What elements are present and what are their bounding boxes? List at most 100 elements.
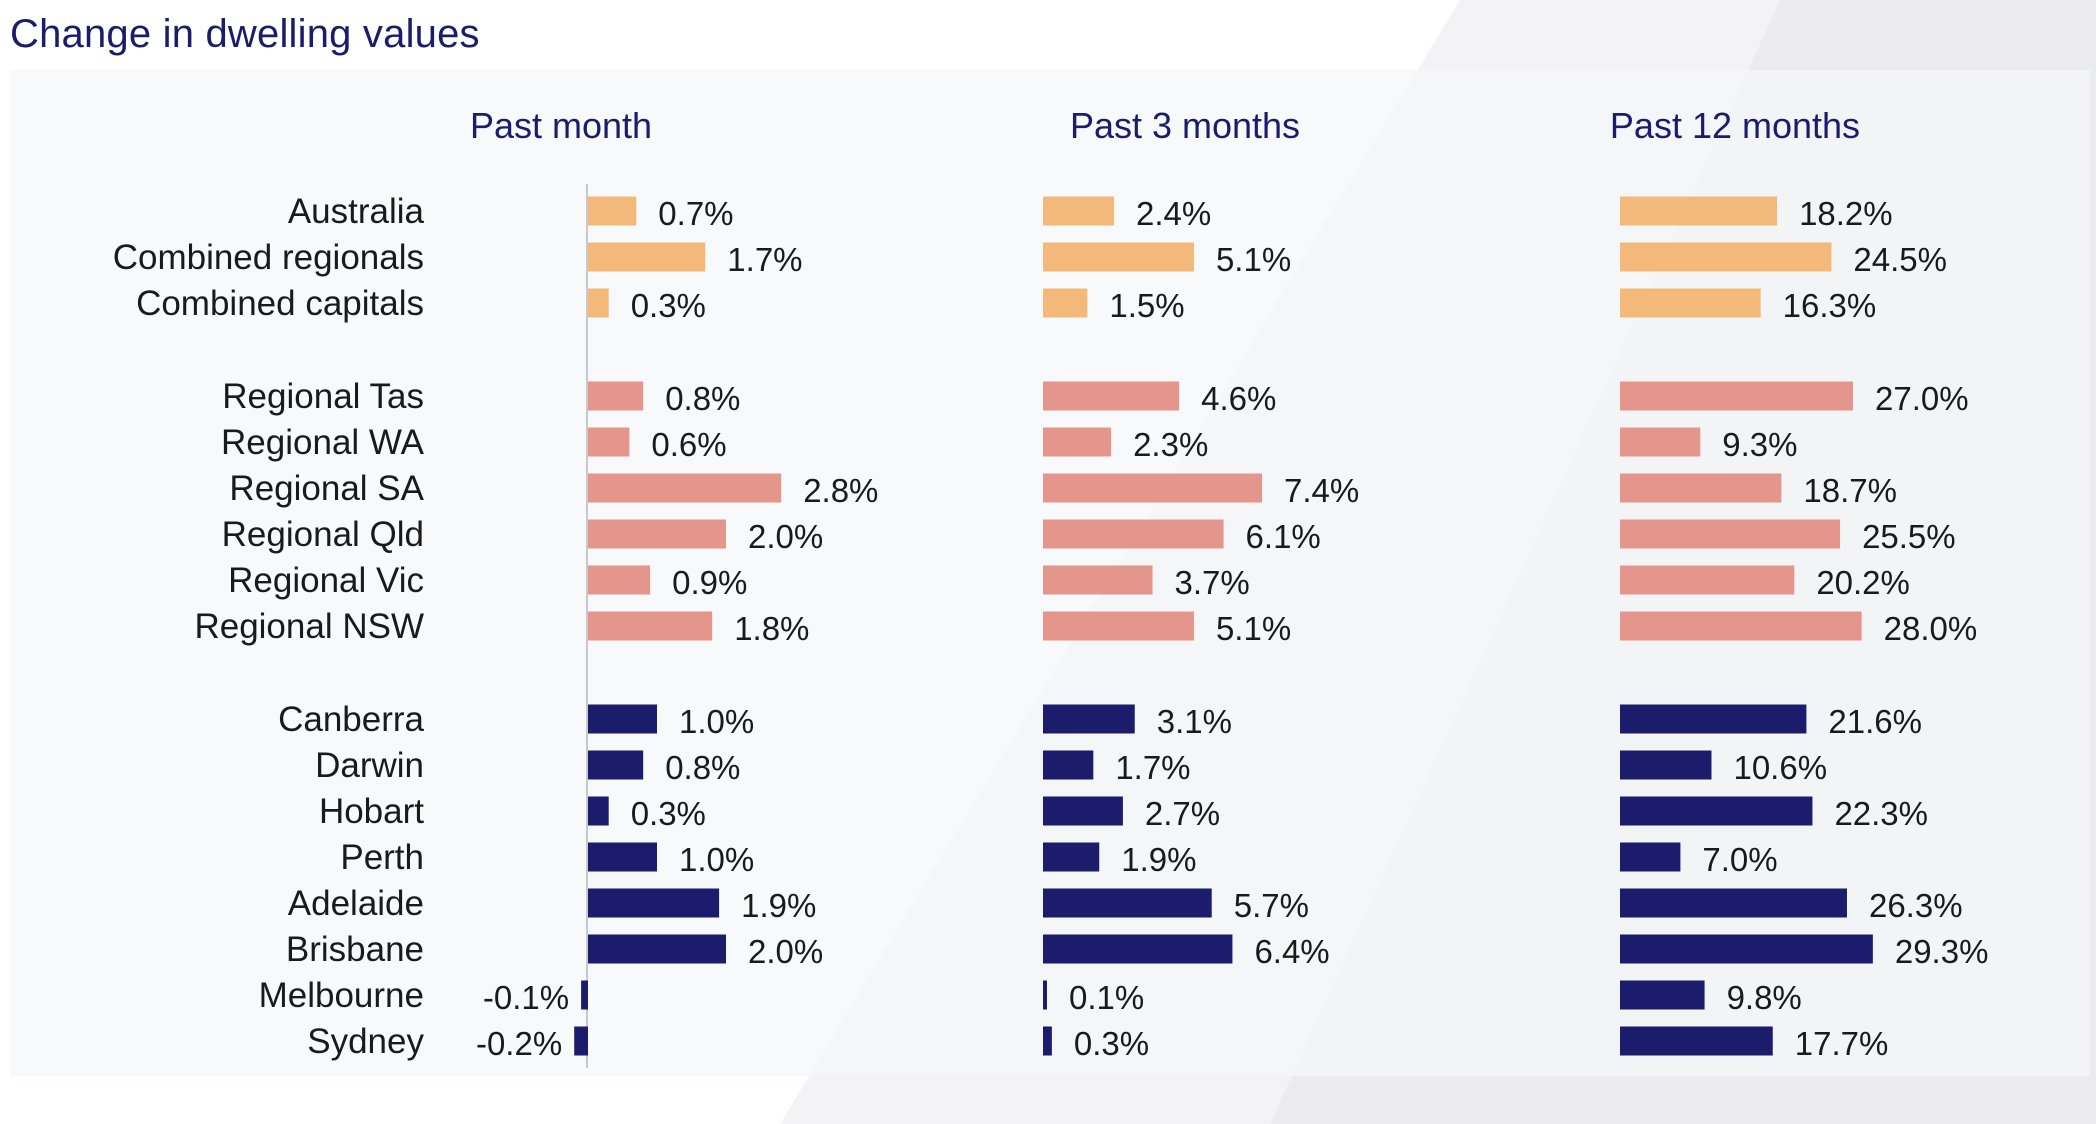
page-title: Change in dwelling values [10, 12, 480, 56]
bar-past-month-melbourne [581, 980, 588, 1010]
bar-past-month-perth [588, 842, 657, 872]
value-label-past-3-months-regional-tas: 4.6% [1201, 380, 1276, 417]
bar-past-month-adelaide [588, 888, 720, 918]
category-label-regional-wa: Regional WA [221, 423, 425, 462]
value-label-past-3-months-regional-wa: 2.3% [1133, 426, 1208, 463]
bar-past-3-months-regional-vic [1043, 565, 1153, 595]
bar-past-month-combined-capitals [588, 288, 609, 318]
category-label-regional-qld: Regional Qld [222, 515, 424, 554]
value-label-past-12-months-australia: 18.2% [1799, 195, 1893, 232]
value-label-past-3-months-regional-vic: 3.7% [1175, 564, 1250, 601]
value-label-past-12-months-adelaide: 26.3% [1869, 887, 1963, 924]
category-label-combined-capitals: Combined capitals [136, 284, 424, 323]
value-label-past-month-brisbane: 2.0% [748, 933, 823, 970]
bar-past-3-months-darwin [1043, 750, 1094, 780]
bar-past-3-months-melbourne [1043, 980, 1047, 1010]
category-label-adelaide: Adelaide [288, 884, 424, 923]
value-label-past-3-months-regional-nsw: 5.1% [1216, 610, 1291, 647]
bar-past-month-regional-nsw [588, 611, 713, 641]
category-label-regional-vic: Regional Vic [228, 561, 424, 600]
bar-past-12-months-regional-qld [1620, 519, 1841, 549]
value-label-past-12-months-regional-vic: 20.2% [1816, 564, 1910, 601]
value-label-past-month-regional-sa: 2.8% [803, 472, 878, 509]
bar-past-12-months-regional-sa [1620, 473, 1782, 503]
category-label-darwin: Darwin [315, 746, 424, 785]
bar-past-month-darwin [588, 750, 644, 780]
category-label-perth: Perth [340, 838, 424, 877]
bar-past-12-months-darwin [1620, 750, 1712, 780]
value-label-past-3-months-canberra: 3.1% [1157, 703, 1232, 740]
value-label-past-3-months-darwin: 1.7% [1115, 749, 1190, 786]
value-label-past-month-adelaide: 1.9% [741, 887, 816, 924]
value-label-past-3-months-brisbane: 6.4% [1254, 933, 1329, 970]
bar-past-3-months-canberra [1043, 704, 1135, 734]
value-label-past-12-months-canberra: 21.6% [1828, 703, 1922, 740]
value-label-past-month-perth: 1.0% [679, 841, 754, 878]
value-label-past-12-months-regional-tas: 27.0% [1875, 380, 1969, 417]
bar-past-3-months-combined-regionals [1043, 242, 1194, 272]
value-label-past-3-months-combined-regionals: 5.1% [1216, 241, 1291, 278]
value-label-past-12-months-combined-regionals: 24.5% [1853, 241, 1947, 278]
category-label-hobart: Hobart [319, 792, 424, 831]
category-label-melbourne: Melbourne [259, 976, 424, 1015]
value-label-past-12-months-hobart: 22.3% [1834, 795, 1928, 832]
category-label-sydney: Sydney [307, 1022, 424, 1061]
value-label-past-12-months-perth: 7.0% [1702, 841, 1777, 878]
bar-past-12-months-canberra [1620, 704, 1807, 734]
value-label-past-3-months-hobart: 2.7% [1145, 795, 1220, 832]
value-label-past-month-sydney: -0.2% [476, 1025, 562, 1062]
value-label-past-12-months-combined-capitals: 16.3% [1783, 287, 1877, 324]
bar-past-3-months-regional-sa [1043, 473, 1263, 503]
value-label-past-month-combined-regionals: 1.7% [727, 241, 802, 278]
value-label-past-3-months-regional-qld: 6.1% [1246, 518, 1321, 555]
bar-past-month-regional-vic [588, 565, 651, 595]
value-label-past-3-months-regional-sa: 7.4% [1284, 472, 1359, 509]
bar-past-month-regional-qld [588, 519, 726, 549]
value-label-past-3-months-melbourne: 0.1% [1069, 979, 1144, 1016]
bar-past-3-months-sydney [1043, 1026, 1052, 1056]
category-label-australia: Australia [288, 192, 425, 231]
value-label-past-month-regional-vic: 0.9% [672, 564, 747, 601]
value-label-past-month-melbourne: -0.1% [483, 979, 569, 1016]
value-label-past-12-months-regional-qld: 25.5% [1862, 518, 1956, 555]
bar-past-12-months-combined-regionals [1620, 242, 1832, 272]
panel-header-past-month: Past month [470, 105, 652, 146]
bar-past-3-months-regional-tas [1043, 381, 1180, 411]
bar-past-12-months-sydney [1620, 1026, 1773, 1056]
value-label-past-12-months-regional-nsw: 28.0% [1884, 610, 1978, 647]
value-label-past-12-months-melbourne: 9.8% [1727, 979, 1802, 1016]
panel-header-past-12-months: Past 12 months [1610, 105, 1860, 146]
bar-past-12-months-brisbane [1620, 934, 1873, 964]
value-label-past-3-months-combined-capitals: 1.5% [1109, 287, 1184, 324]
bar-past-month-hobart [588, 796, 609, 826]
bar-past-12-months-regional-tas [1620, 381, 1854, 411]
bar-past-3-months-regional-nsw [1043, 611, 1194, 641]
chart-panel: Australia Combined regionals Combined capi… [10, 70, 2090, 1076]
value-label-past-12-months-sydney: 17.7% [1795, 1025, 1889, 1062]
value-label-past-3-months-perth: 1.9% [1121, 841, 1196, 878]
value-label-past-12-months-regional-sa: 18.7% [1803, 472, 1897, 509]
value-label-past-month-regional-nsw: 1.8% [734, 610, 809, 647]
bar-past-12-months-regional-vic [1620, 565, 1795, 595]
bar-past-3-months-regional-wa [1043, 427, 1112, 457]
value-label-past-12-months-brisbane: 29.3% [1895, 933, 1989, 970]
bar-past-month-combined-regionals [588, 242, 706, 272]
bar-past-month-regional-tas [588, 381, 644, 411]
value-label-past-3-months-sydney: 0.3% [1074, 1025, 1149, 1062]
bar-past-3-months-adelaide [1043, 888, 1212, 918]
value-label-past-month-regional-wa: 0.6% [651, 426, 726, 463]
value-label-past-month-regional-tas: 0.8% [665, 380, 740, 417]
value-label-past-month-australia: 0.7% [658, 195, 733, 232]
panel-header-past-3-months: Past 3 months [1070, 105, 1300, 146]
bar-past-month-brisbane [588, 934, 726, 964]
value-label-past-month-regional-qld: 2.0% [748, 518, 823, 555]
bar-past-3-months-combined-capitals [1043, 288, 1088, 318]
value-label-past-3-months-australia: 2.4% [1136, 195, 1211, 232]
category-label-regional-nsw: Regional NSW [194, 607, 424, 646]
category-label-regional-sa: Regional SA [229, 469, 424, 508]
bar-past-month-canberra [588, 704, 657, 734]
value-label-past-month-hobart: 0.3% [631, 795, 706, 832]
value-label-past-month-darwin: 0.8% [665, 749, 740, 786]
category-label-regional-tas: Regional Tas [222, 377, 424, 416]
bar-past-12-months-perth [1620, 842, 1681, 872]
